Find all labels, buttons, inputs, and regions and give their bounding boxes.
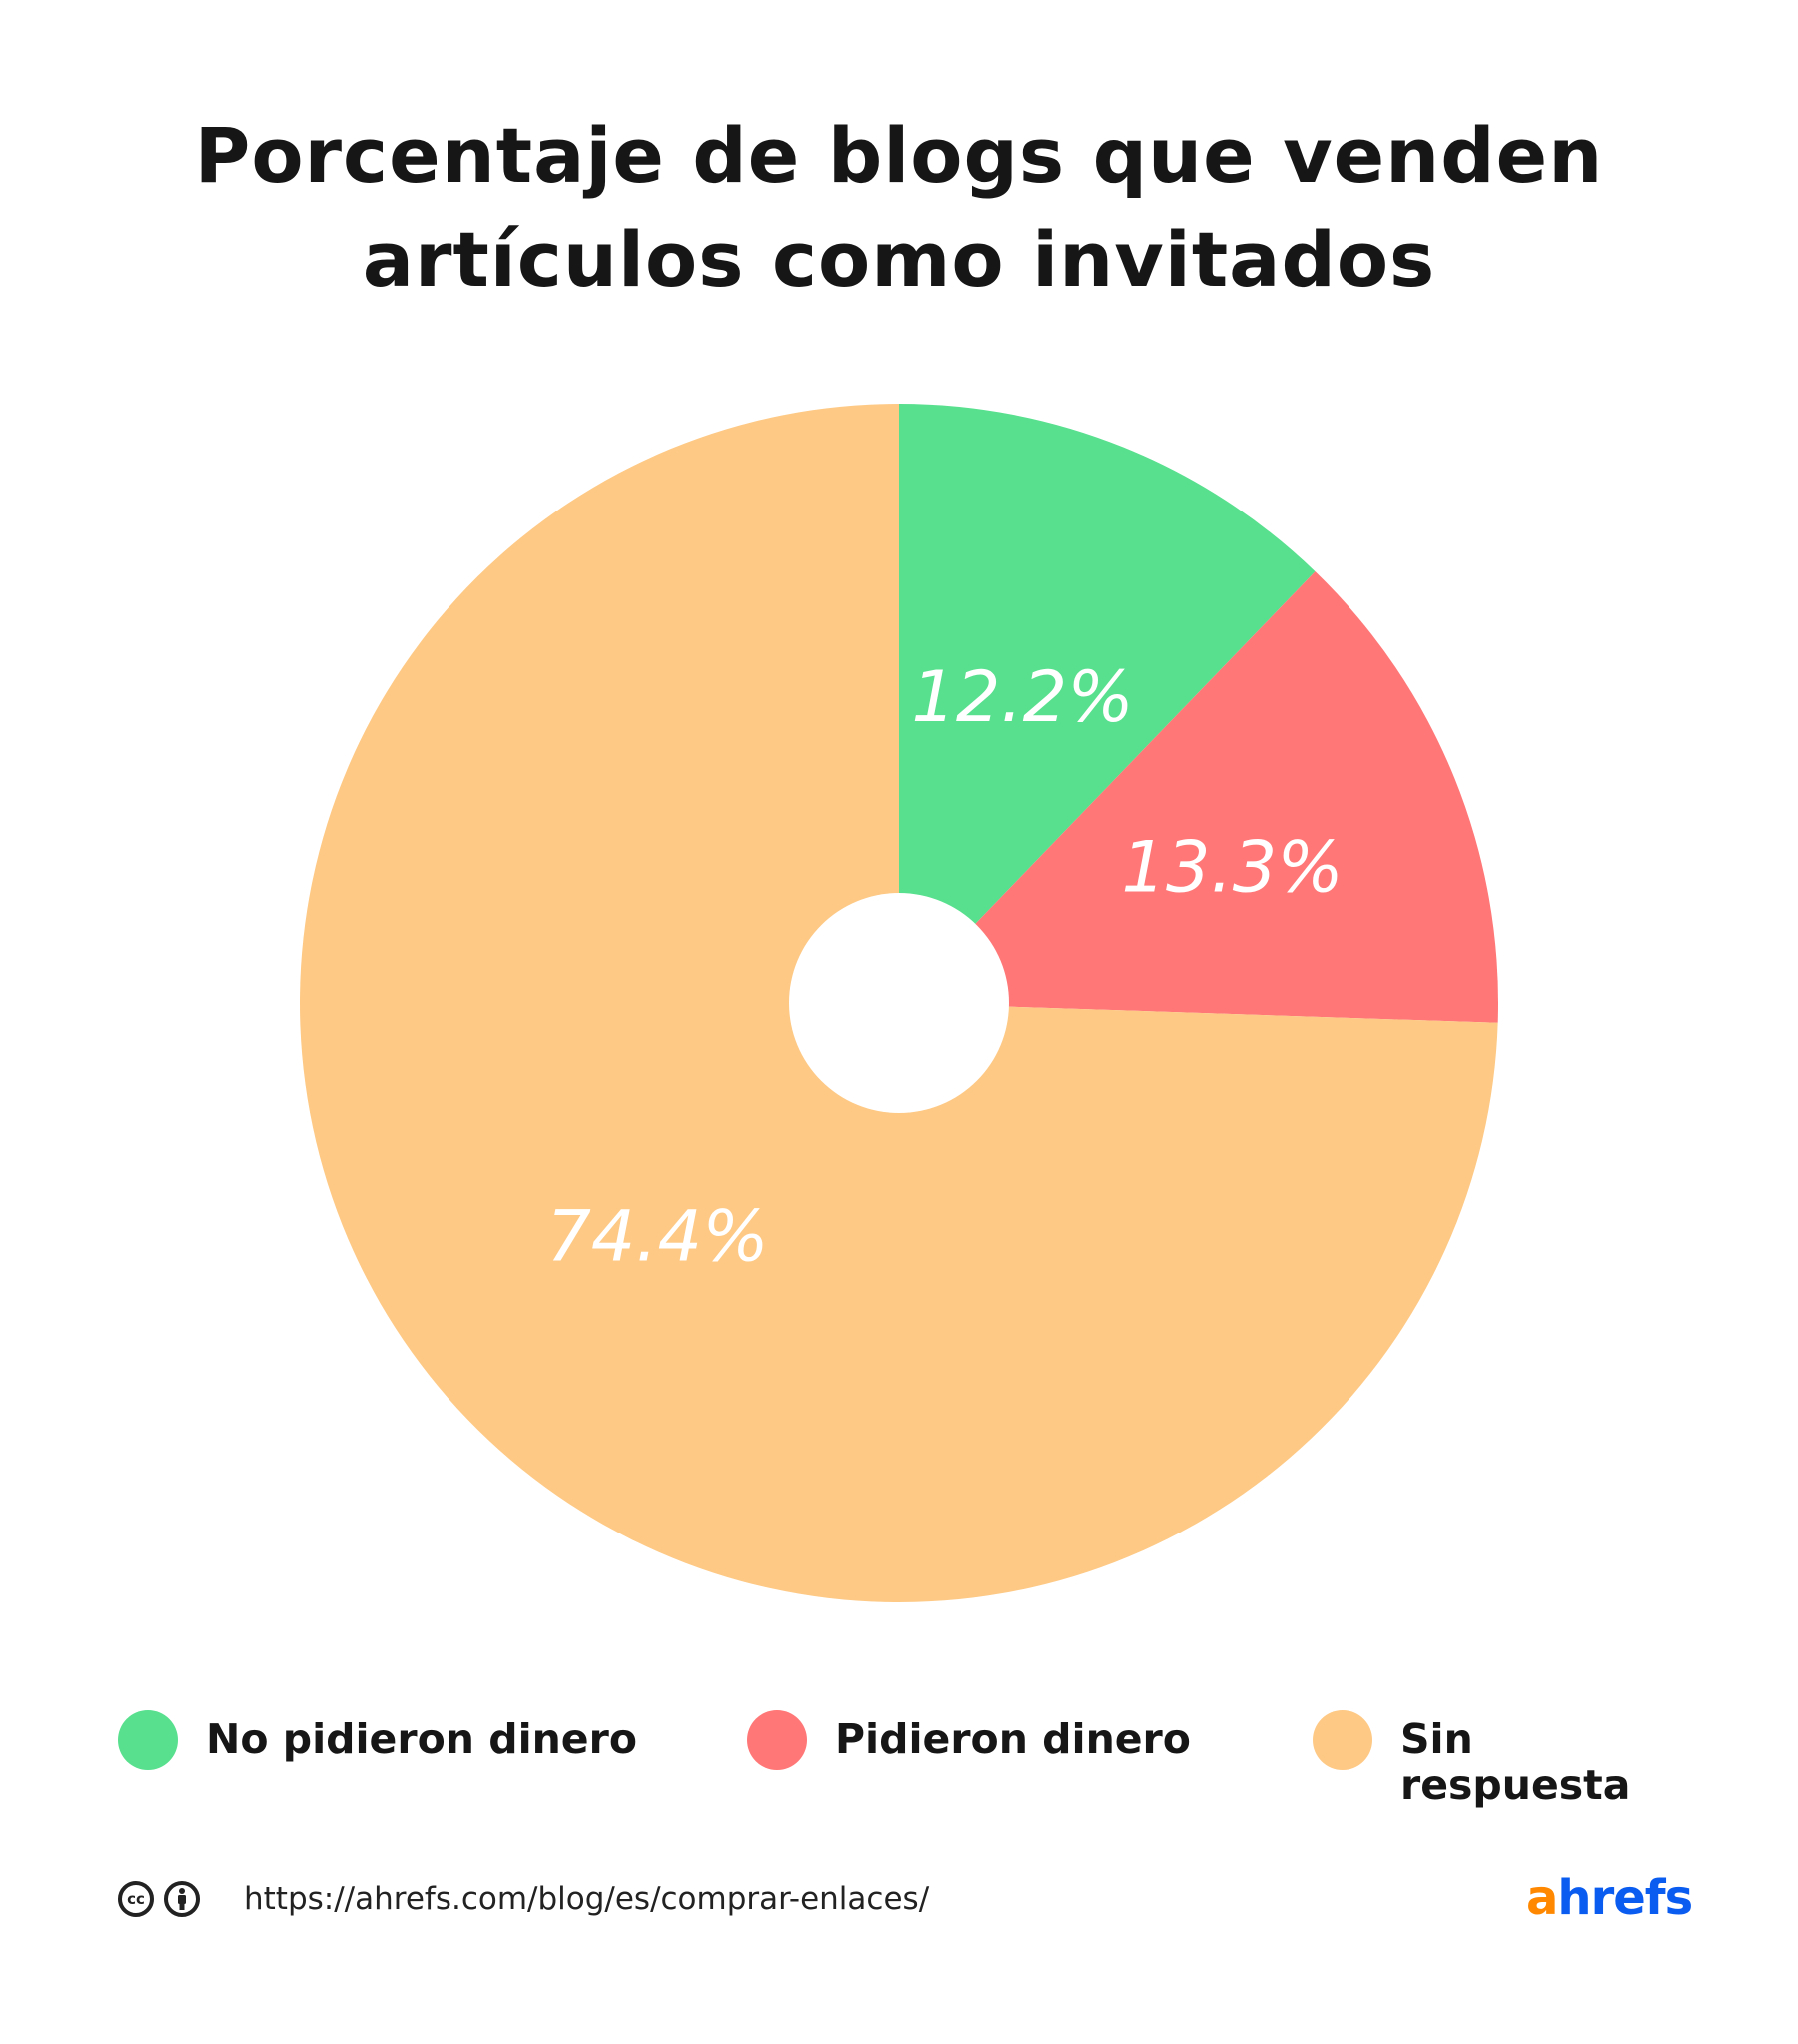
ahrefs-logo: ahrefs — [1526, 1870, 1693, 1926]
label-no-pidieron: 12.2% — [911, 656, 1133, 738]
legend-swatch — [1313, 1710, 1372, 1770]
legend-item-no-pidieron: No pidieron dinero — [118, 1710, 637, 1770]
slice-pidieron — [899, 571, 1498, 1023]
donut-hole — [789, 893, 1009, 1113]
label-pidieron: 13.3% — [1121, 827, 1343, 909]
legend-label: Pidieron dinero — [835, 1715, 1191, 1763]
legend-swatch — [747, 1710, 807, 1770]
source-url[interactable]: https://ahrefs.com/blog/es/comprar-enlac… — [244, 1881, 930, 1917]
creative-commons-icon: cc — [118, 1881, 154, 1917]
legend-label: Sin respuesta — [1400, 1715, 1631, 1809]
legend-swatch — [118, 1710, 178, 1770]
legend-item-pidieron: Pidieron dinero — [747, 1710, 1191, 1770]
chart-title-line2: artículos como invitados — [362, 215, 1436, 304]
chart-title-line1: Porcentaje de blogs que venden — [194, 111, 1604, 200]
attribution-icon — [164, 1881, 200, 1917]
chart-title: Porcentaje de blogs que venden artículos… — [0, 104, 1798, 312]
legend-label: No pidieron dinero — [206, 1715, 638, 1763]
footer: cc https://ahrefs.com/blog/es/comprar-en… — [118, 1881, 929, 1917]
slice-no-pidieron — [899, 404, 1316, 1003]
label-sin-respuesta: 74.4% — [546, 1196, 768, 1278]
legend-item-sin-respuesta: Sin respuesta — [1313, 1710, 1640, 1808]
